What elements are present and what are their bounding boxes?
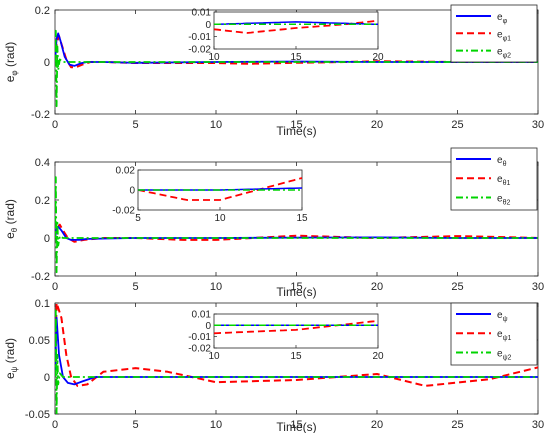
inset-x-tick-label: 20	[372, 351, 384, 362]
legend-label-3: eφ2	[497, 47, 511, 60]
x-tick-label: 20	[371, 419, 383, 431]
inset-x-tick-label: 5	[135, 213, 141, 224]
inset-axes: 10 15 20 0.010-0.01-0.02	[188, 310, 384, 363]
inset-x-tick-label: 15	[296, 213, 308, 224]
x-tick-label: 25	[451, 281, 463, 293]
x-tick-label: 25	[451, 119, 463, 131]
inset-x-tick-label: 10	[214, 213, 226, 224]
legend-label-1: eφ	[497, 12, 508, 25]
y-axis-label: eθ (rad)	[3, 199, 19, 239]
x-tick-label: 30	[532, 419, 544, 431]
y-label-main: e	[3, 75, 17, 82]
inset-y-tick-label: -0.02	[112, 206, 135, 217]
y-tick-label: 0	[44, 372, 50, 384]
legend-label-3: eθ2	[497, 193, 510, 206]
x-tick-label: 5	[132, 419, 138, 431]
y-tick-label: 0.2	[35, 195, 50, 207]
inset-series-line-2	[138, 177, 302, 201]
legend: eψ eψ1 eψ2	[450, 302, 538, 366]
y-tick-label: -0.05	[25, 409, 50, 421]
inset-y-tick-label: 0	[205, 321, 211, 332]
y-tick-label: 0.05	[29, 335, 50, 347]
x-tick-label: 15	[290, 419, 302, 431]
legend-box	[450, 302, 538, 366]
x-tick-label: 30	[532, 281, 544, 293]
inset-x-tick-label: 10	[208, 52, 220, 63]
x-tick-label: 0	[52, 281, 58, 293]
legend-label-2: eθ1	[497, 174, 510, 187]
x-tick-label: 10	[210, 281, 222, 293]
inset-box	[213, 11, 379, 50]
y-label-main: e	[3, 372, 17, 379]
inset-series-line-2	[214, 319, 378, 335]
x-tick-label: 20	[371, 281, 383, 293]
y-label-sub: ψ	[10, 366, 19, 372]
x-tick-label: 5	[132, 281, 138, 293]
y-label-unit: (rad)	[3, 199, 17, 228]
x-axis-label: Time(s)	[276, 124, 316, 138]
inset-axes: 5 10 15 0.02 0 -0.02	[112, 166, 308, 225]
y-axis-label: eφ (rad)	[3, 42, 19, 83]
series-line-3	[55, 309, 538, 414]
y-label-sub: φ	[10, 70, 19, 75]
y-axis-label: eψ (rad)	[3, 338, 19, 379]
inset-x-tick-label: 15	[290, 52, 302, 63]
inset-x-tick-label: 20	[372, 52, 384, 63]
y-tick-label: 0.1	[35, 298, 50, 310]
inset-y-tick-label: -0.01	[188, 332, 211, 343]
legend-box	[450, 4, 538, 63]
y-tick-label: -0.2	[31, 109, 50, 121]
legend-label-3: eψ2	[497, 348, 512, 361]
y-label-main: e	[3, 232, 17, 239]
inset-x-tick-label: 15	[290, 351, 302, 362]
x-axis-label: Time(s)	[276, 285, 316, 299]
x-axis-label: Time(s)	[276, 420, 316, 433]
series-line-3	[55, 29, 538, 108]
legend-label-2: eψ1	[497, 329, 512, 342]
y-tick-label: 0	[44, 57, 50, 69]
x-tick-label: 20	[371, 119, 383, 131]
y-label-unit: (rad)	[3, 42, 17, 71]
y-tick-label: 0.2	[35, 5, 50, 17]
y-label-unit: (rad)	[3, 338, 17, 367]
inset-y-tick-label: -0.02	[188, 45, 211, 56]
x-tick-label: 10	[210, 119, 222, 131]
x-tick-label: 30	[532, 119, 544, 131]
inset-y-tick-label: 0	[129, 186, 135, 197]
y-tick-label: 0.4	[35, 157, 50, 169]
x-tick-label: 15	[290, 281, 302, 293]
x-tick-label: 15	[290, 119, 302, 131]
x-tick-label: 10	[210, 419, 222, 431]
legend: eφ eφ1 eφ2	[450, 4, 538, 63]
inset-y-tick-label: -0.02	[188, 344, 211, 355]
x-tick-label: 0	[52, 419, 58, 431]
x-tick-label: 25	[451, 419, 463, 431]
inset-y-tick-label: 0.01	[192, 310, 212, 321]
legend-label-1: eψ	[497, 310, 508, 323]
x-tick-label: 5	[132, 119, 138, 131]
inset-y-tick-label: 0.01	[192, 8, 212, 19]
legend-label-1: eθ	[497, 155, 507, 168]
inset-axes: 10 15 20 0.010-0.01 -0.02	[188, 8, 384, 64]
y-label-sub: θ	[10, 227, 19, 232]
legend-label-2: eφ1	[497, 29, 511, 42]
legend: eθ eθ1 eθ2	[450, 147, 538, 211]
inset-box	[213, 313, 379, 349]
inset-series-line-1	[214, 21, 378, 26]
inset-y-tick-label: 0	[205, 20, 211, 31]
y-tick-label: 0	[44, 233, 50, 245]
y-tick-label: -0.2	[31, 271, 50, 283]
series-line-3	[55, 176, 538, 274]
inset-y-tick-label: -0.01	[188, 32, 211, 43]
inset-x-tick-label: 10	[208, 351, 220, 362]
x-tick-label: 0	[52, 119, 58, 131]
inset-y-tick-label: 0.02	[116, 166, 136, 177]
legend-box	[450, 147, 538, 211]
